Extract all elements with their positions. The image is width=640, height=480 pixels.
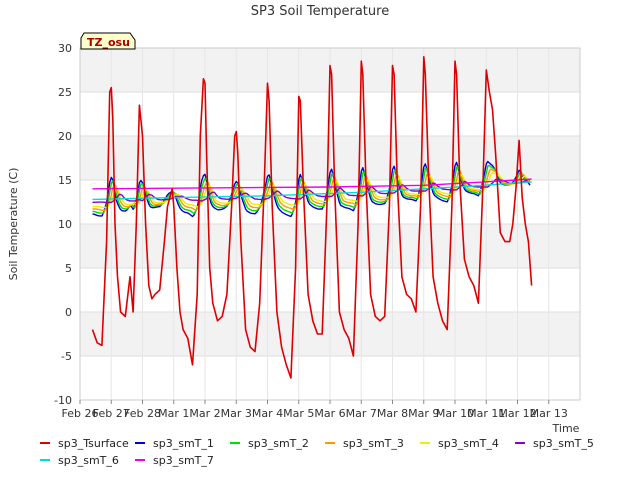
y-tick-label: 0 (65, 306, 72, 319)
series-layer (91, 56, 533, 379)
x-tick-label: Mar 6 (314, 407, 345, 420)
x-tick-label: Mar 3 (221, 407, 252, 420)
series-line-sp3-Tsurface (91, 56, 533, 379)
x-tick-label: Mar 10 (436, 407, 474, 420)
y-tick-label: 10 (58, 218, 72, 231)
grid-lines (79, 47, 580, 401)
y-tick-label: 25 (58, 86, 72, 99)
legend-label-sp3-Tsurface: sp3_Tsurface (58, 437, 129, 450)
x-tick-label: Mar 13 (530, 407, 568, 420)
x-tick-label: Mar 12 (498, 407, 536, 420)
y-axis-ticks: -10 -5 0 5 10 15 20 25 30 (54, 42, 72, 407)
x-tick-label: Mar 8 (377, 407, 408, 420)
legend-label-sp3-smT-4: sp3_smT_4 (438, 437, 499, 450)
legend-label-sp3-smT-7: sp3_smT_7 (153, 454, 214, 467)
y-tick-label: -5 (61, 350, 72, 363)
x-tick-label: Feb 26 (62, 407, 99, 420)
x-tick-label: Mar 9 (408, 407, 439, 420)
legend-label-sp3-smT-3: sp3_smT_3 (343, 437, 404, 450)
series-line-sp3-smT-7 (92, 178, 532, 190)
legend-label-sp3-smT-1: sp3_smT_1 (153, 437, 214, 450)
y-tick-label: 20 (58, 130, 72, 143)
series-line-sp3-smT-5 (92, 178, 531, 204)
legend-label-sp3-smT-5: sp3_smT_5 (533, 437, 594, 450)
x-tick-label: Mar 2 (189, 407, 220, 420)
x-tick-label: Mar 5 (283, 407, 314, 420)
x-tick-label: Mar 1 (158, 407, 189, 420)
legend: sp3_Tsurface sp3_smT_1 sp3_smT_2 sp3_smT_3 s… (40, 437, 594, 467)
y-tick-label: -10 (54, 394, 72, 407)
x-tick-label: Feb 28 (124, 407, 161, 420)
y-tick-label: 15 (58, 174, 72, 187)
x-axis-label: Time (552, 422, 580, 435)
tz-annotation: TZ_osu (80, 32, 136, 50)
x-tick-label: Feb 27 (93, 407, 130, 420)
tz-annotation-box (80, 32, 136, 50)
y-tick-label: 30 (58, 42, 72, 55)
tz-annotation-label: TZ_osu (87, 36, 130, 49)
legend-label-sp3-smT-2: sp3_smT_2 (248, 437, 309, 450)
x-tick-label: Mar 11 (467, 407, 505, 420)
x-tick-label: Mar 7 (346, 407, 377, 420)
y-axis-label: Soil Temperature (C) (7, 168, 20, 281)
chart-title: SP3 Soil Temperature (251, 4, 389, 19)
x-tick-label: Mar 4 (252, 407, 283, 420)
legend-label-sp3-smT-6: sp3_smT_6 (58, 454, 119, 467)
y-tick-label: 5 (65, 262, 72, 275)
